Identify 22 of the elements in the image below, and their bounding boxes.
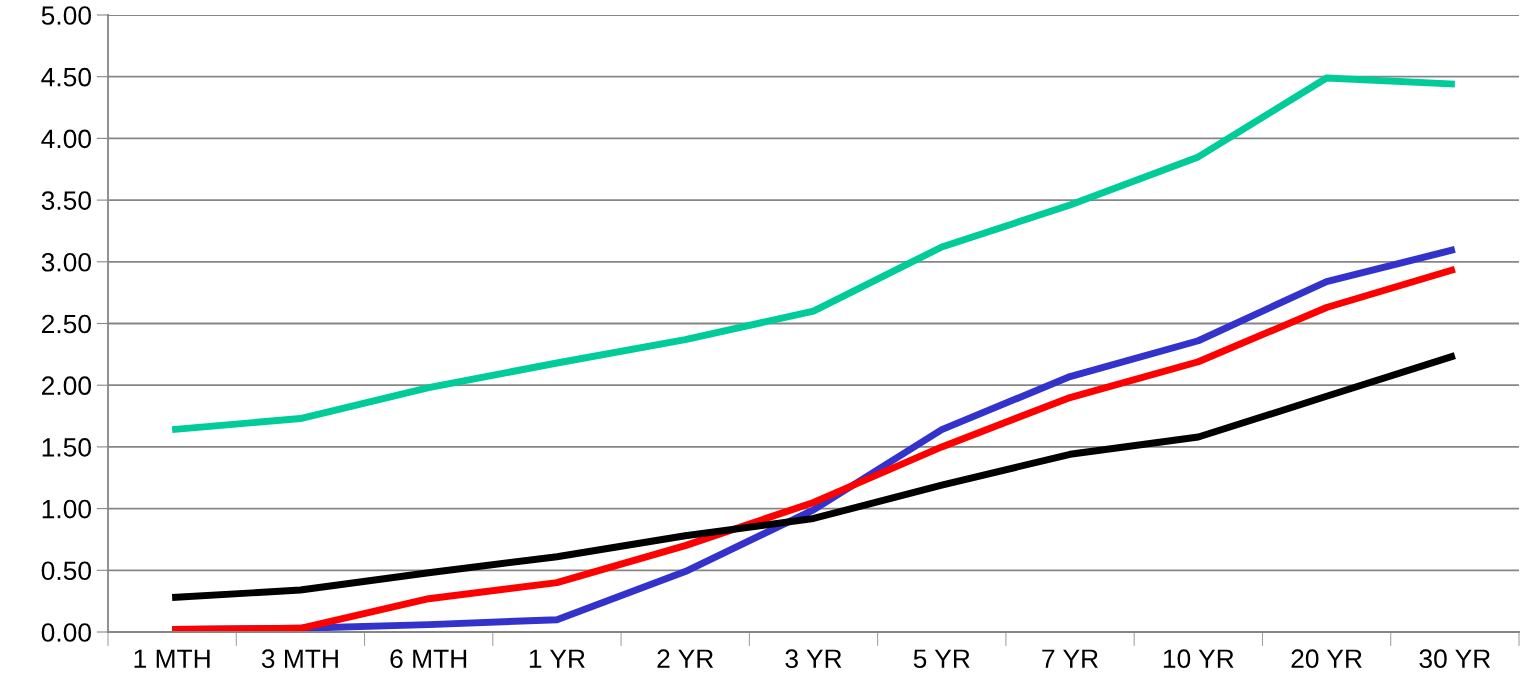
y-tick-label: 1.50	[42, 438, 91, 457]
y-tick-label: 3.00	[41, 252, 91, 272]
x-tick-label: 10 YR	[1163, 649, 1234, 669]
y-tick-label: 1.00	[42, 499, 91, 519]
y-tick-label: 0.50	[41, 561, 91, 581]
x-tick-label: 20 YR	[1291, 649, 1362, 669]
y-tick-label: 5.00	[41, 6, 91, 25]
x-tick-label: 1 MTH	[134, 649, 210, 668]
y-tick-label: 4.00	[41, 129, 91, 149]
y-tick-label: 2.50	[42, 314, 91, 334]
x-tick-label: 2 YR	[657, 649, 714, 668]
x-tick-label: 5 YR	[913, 649, 970, 669]
x-tick-label: 3 MTH	[261, 649, 338, 669]
y-tick-label: 2.00	[42, 376, 91, 396]
x-tick-label: 3 YR	[785, 649, 842, 669]
y-tick-label: 0.00	[41, 623, 91, 642]
x-tick-label: 30 YR	[1419, 649, 1491, 669]
x-tick-label: 7 YR	[1042, 649, 1098, 668]
x-tick-label: 6 MTH	[390, 649, 467, 669]
y-tick-label: 4.50	[41, 67, 91, 87]
x-tick-label: 1 YR	[529, 649, 585, 668]
y-tick-label: 3.50	[41, 191, 91, 210]
